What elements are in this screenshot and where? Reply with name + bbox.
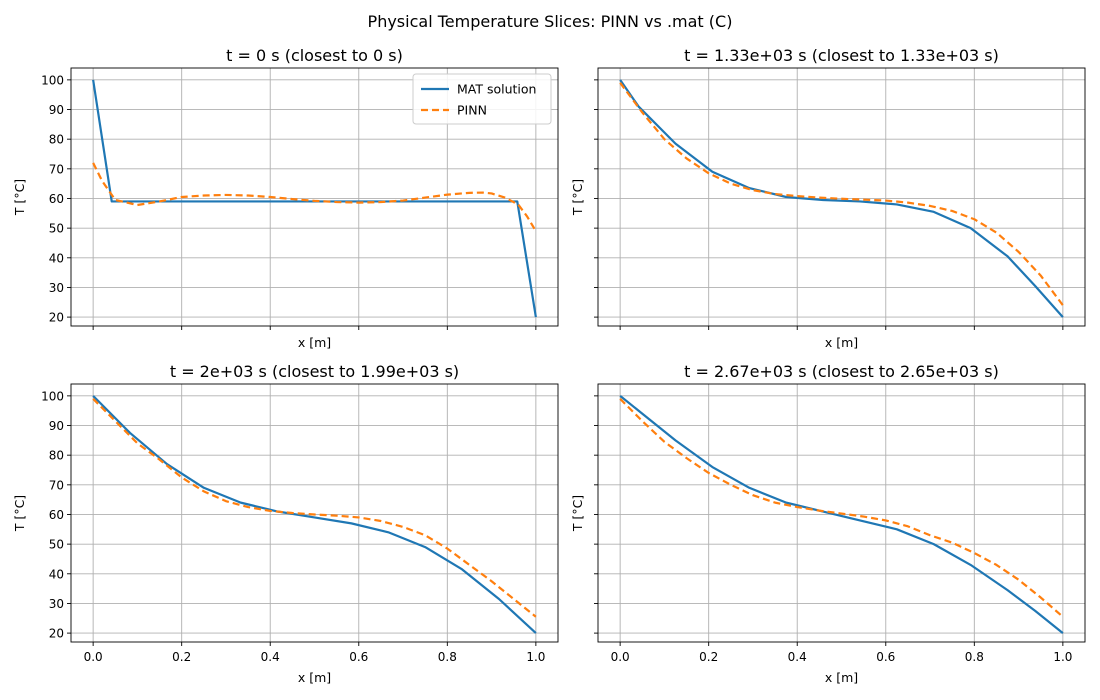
series-line-mat [619,79,1064,318]
panel-title: t = 0 s (closest to 0 s) [226,46,403,65]
y-tick-label: 70 [49,478,64,492]
y-tick-label: 100 [41,389,64,403]
legend: MAT solution PINN [412,73,552,125]
series-line-mat [619,395,1064,634]
series-line-pinn [92,162,537,232]
series-line-pinn [619,82,1064,306]
y-tick-label: 80 [49,449,64,463]
y-tick-label: 100 [41,73,64,87]
y-tick-label: 20 [49,627,64,641]
y-tick-label: 90 [49,103,64,117]
y-axis-label: T [°C] [570,495,585,532]
panel-title: t = 2e+03 s (closest to 1.99e+03 s) [170,362,459,381]
axes-frame [70,383,559,643]
y-tick-label: 30 [49,597,64,611]
panel-3: 0.0 0.2 0.4 0.6 0.8 1.0 20 30 40 50 60 70 80 90 100 t =… [12,362,559,685]
y-axis-label: T [°C] [12,495,27,532]
axes-frame [597,383,1086,643]
series-line-pinn [619,398,1064,618]
panel-4: 0.0 0.2 0.4 0.6 0.8 1.0 t = 2.67e+03 s (closes… [570,362,1086,685]
y-tick-label: 30 [49,281,64,295]
panel-title: t = 2.67e+03 s (closest to 2.65e+03 s) [684,362,999,381]
x-tick-label: 1.0 [1053,650,1072,664]
y-tick-label: 50 [49,538,64,552]
panel-2: t = 1.33e+03 s (closest to 1.33e+03 s) x … [570,46,1086,350]
x-axis-label: x [m] [825,335,858,350]
x-axis-label: x [m] [825,670,858,685]
y-tick-label: 60 [49,508,64,522]
x-tick-label: 0.2 [699,650,718,664]
x-tick-label: 0.6 [349,650,368,664]
series-line-pinn [92,398,537,618]
x-tick-label: 0.0 [84,650,103,664]
y-tick-label: 20 [49,311,64,325]
y-tick-label: 80 [49,133,64,147]
x-tick-label: 0.4 [261,650,280,664]
panel-1: 20 30 40 50 60 70 80 90 100 t = 0 s (closest to 0… [12,46,559,350]
y-tick-label: 90 [49,419,64,433]
x-axis-label: x [m] [298,670,331,685]
legend-label-pinn: PINN [457,103,487,118]
y-tick-label: 60 [49,192,64,206]
x-tick-label: 1.0 [526,650,545,664]
y-tick-label: 40 [49,251,64,265]
y-axis-label: T [°C] [12,179,27,216]
axes-frame [70,67,559,327]
y-tick-label: 40 [49,567,64,581]
x-tick-label: 0.4 [788,650,807,664]
x-axis-label: x [m] [298,335,331,350]
legend-label-mat: MAT solution [457,82,536,97]
figure-suptitle: Physical Temperature Slices: PINN vs .ma… [368,12,733,31]
subplot-grid: 20 30 40 50 60 70 80 90 100 t = 0 s (closest to 0… [12,46,1086,685]
x-tick-label: 0.2 [172,650,191,664]
series-line-mat [92,395,537,634]
y-tick-label: 70 [49,162,64,176]
x-tick-label: 0.8 [438,650,457,664]
y-axis-label: T [°C] [570,179,585,216]
y-tick-label: 50 [49,222,64,236]
x-tick-label: 0.6 [876,650,895,664]
x-tick-label: 0.8 [965,650,984,664]
axes-frame [597,67,1086,327]
panel-title: t = 1.33e+03 s (closest to 1.33e+03 s) [684,46,999,65]
legend-box [412,73,552,125]
x-tick-label: 0.0 [611,650,630,664]
